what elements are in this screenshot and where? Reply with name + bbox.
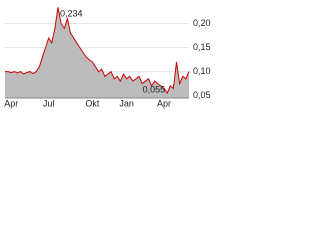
annotation: 0,055: [143, 85, 166, 95]
y-tick-label: 0,05: [193, 90, 211, 100]
x-tick-label: Jan: [119, 98, 134, 108]
y-tick-label: 0,15: [193, 42, 211, 52]
annotation: 0,234: [60, 9, 83, 19]
y-tick-label: 0,10: [193, 66, 211, 76]
line: [5, 7, 190, 95]
x-tick-label: Apr: [4, 98, 18, 108]
x-tick-label: Okt: [85, 98, 100, 108]
y-tick-label: 0,20: [193, 18, 211, 28]
area: [5, 7, 189, 98]
x-tick-label: Apr: [157, 98, 171, 108]
chart: 0,05 0,10 0,15 0,20 Apr Jul Okt Jan Apr 0,234 0,05…: [4, 7, 211, 108]
x-tick-label: Jul: [43, 98, 55, 108]
